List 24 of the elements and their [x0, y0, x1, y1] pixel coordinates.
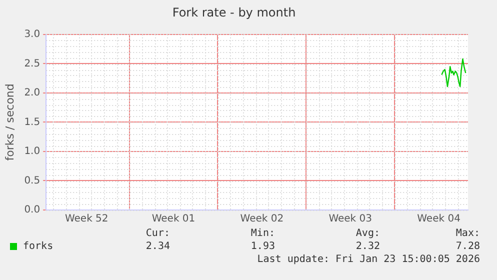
- text: Cur:: [144, 228, 170, 239]
- x-tick-label: Week 01: [152, 214, 196, 225]
- text: Last update: Fri Jan 23 15:00:05 2026: [256, 254, 480, 265]
- y-tick-label: 1.5: [24, 116, 40, 128]
- text: 7.28: [454, 241, 480, 252]
- x-tick-label: Week 52: [64, 214, 108, 225]
- y-tick-label: 2.0: [24, 88, 40, 99]
- y-tick-label: 0.0: [24, 204, 40, 216]
- y-tick-label: 0.5: [24, 175, 40, 186]
- legend-label: forks: [23, 241, 54, 252]
- text: 2.34: [144, 241, 170, 252]
- y-tick-label: 1.0: [24, 146, 40, 158]
- text: 1.93: [250, 241, 275, 252]
- text: Min:: [250, 228, 275, 239]
- text: 2.32: [354, 241, 380, 252]
- text: Max:: [454, 228, 480, 239]
- x-tick-label: Week 03: [328, 214, 372, 225]
- text: Avg:: [354, 228, 380, 239]
- y-tick-label: 3.0: [24, 28, 40, 40]
- y-axis-title: forks / second: [3, 84, 16, 161]
- chart-title: Fork rate - by month: [172, 5, 296, 20]
- x-tick-label: Week 04: [417, 214, 460, 225]
- x-tick-label: Week 02: [240, 214, 284, 225]
- y-tick-label: 2.5: [24, 58, 40, 70]
